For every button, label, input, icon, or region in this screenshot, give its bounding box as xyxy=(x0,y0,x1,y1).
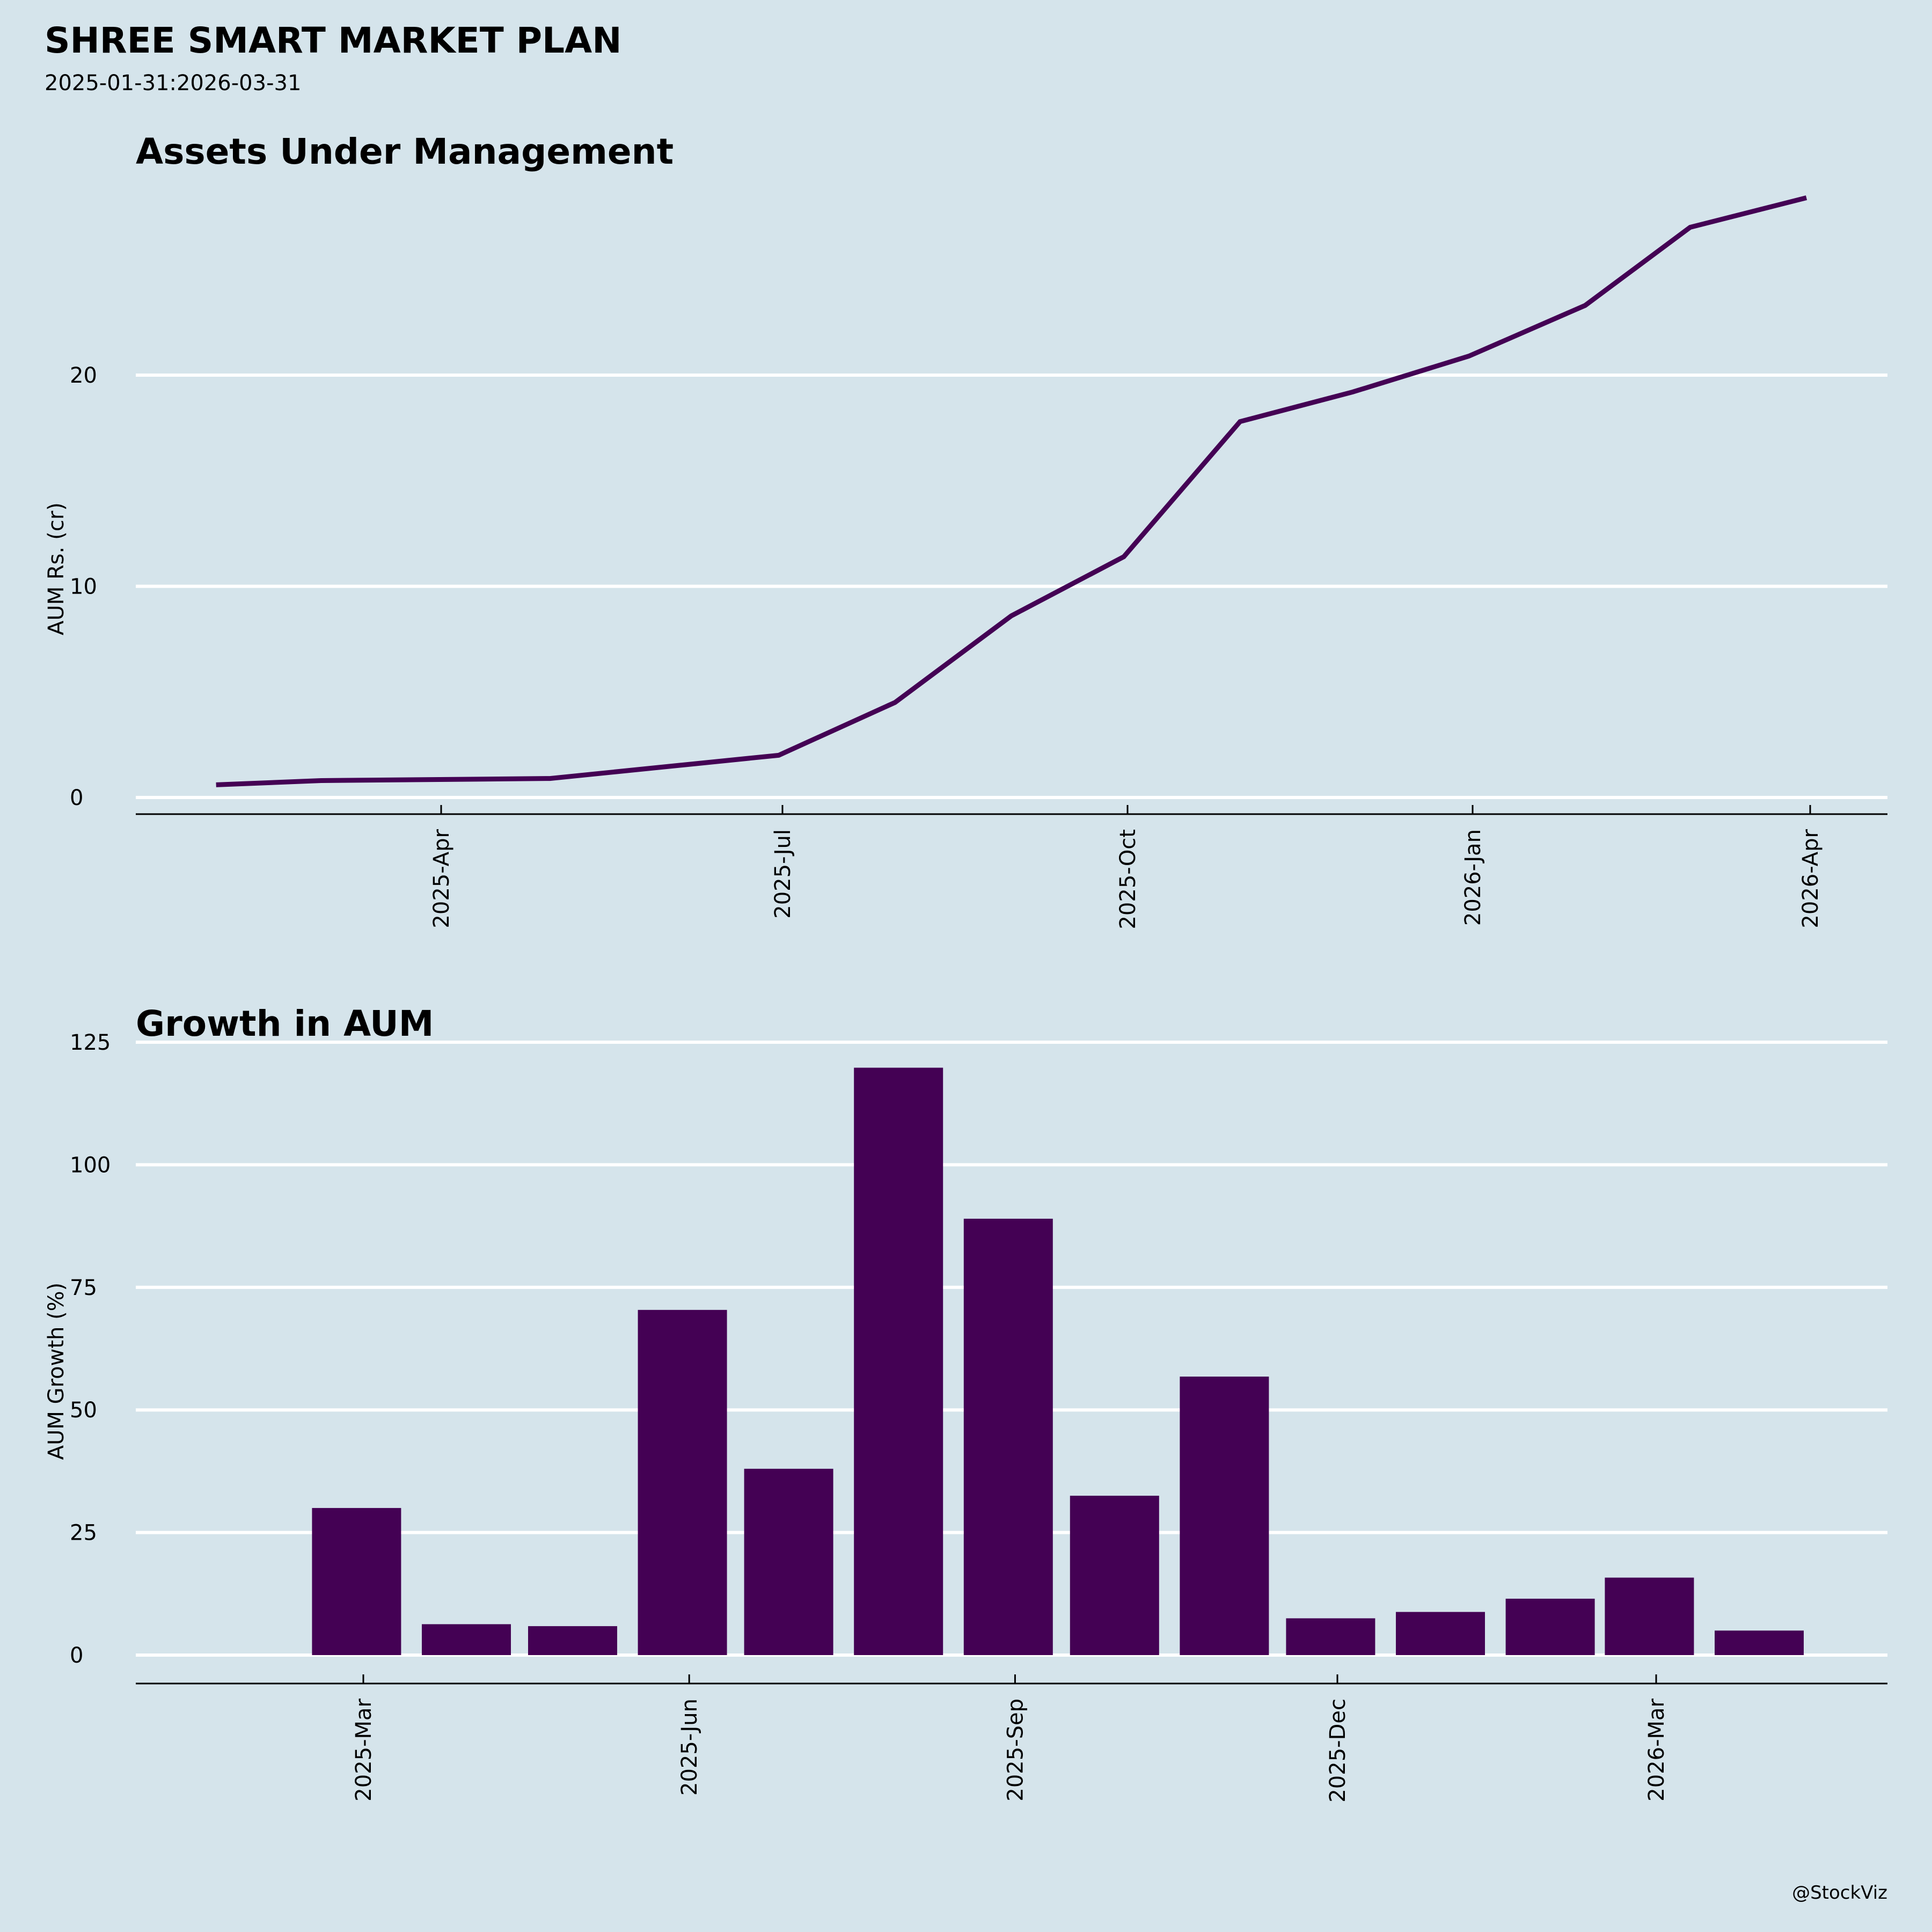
growth-y-tick-label: 125 xyxy=(70,1030,111,1055)
growth-x-tick-label: 2025-Mar xyxy=(352,1698,376,1801)
aum-data-points xyxy=(216,197,1807,785)
aum-y-axis-label: AUM Rs. (cr) xyxy=(44,502,69,635)
growth-chart-title: Growth in AUM xyxy=(136,1003,434,1044)
growth-bar xyxy=(1715,1630,1804,1655)
aum-x-tick-label: 2025-Apr xyxy=(429,829,454,928)
growth-bar xyxy=(422,1624,511,1655)
aum-y-tick-label: 20 xyxy=(70,363,97,388)
figure-title: SHREE SMART MARKET PLAN xyxy=(45,20,621,61)
aum-y-tick-label: 10 xyxy=(70,575,97,599)
growth-bar xyxy=(638,1309,727,1655)
aum-x-tick-label: 2026-Apr xyxy=(1798,829,1823,928)
growth-bar xyxy=(1180,1377,1269,1655)
growth-bar-chart: Growth in AUM 0 25 50 75 100 125 AUM Growth (… xyxy=(44,1003,1887,1803)
aum-chart-title: Assets Under Management xyxy=(136,131,674,172)
aum-x-tick-label: 2025-Jul xyxy=(771,829,795,919)
growth-y-axis-label: AUM Growth (%) xyxy=(44,1283,69,1460)
aum-x-tick-label: 2026-Jan xyxy=(1461,829,1485,926)
growth-bar xyxy=(854,1067,943,1655)
growth-bar xyxy=(1396,1612,1485,1655)
growth-y-tick-label: 100 xyxy=(70,1153,111,1177)
growth-y-tick-label: 50 xyxy=(70,1398,97,1423)
growth-bar xyxy=(528,1626,617,1655)
aum-gridlines xyxy=(136,374,1887,799)
growth-bar xyxy=(963,1218,1053,1655)
growth-y-tick-label: 75 xyxy=(70,1276,97,1300)
growth-bar xyxy=(312,1507,401,1655)
growth-bar xyxy=(1070,1496,1159,1655)
credit-watermark: @StockViz xyxy=(1792,1882,1887,1904)
growth-y-tick-labels: 0 25 50 75 100 125 xyxy=(70,1030,111,1668)
growth-x-tick-label: 2025-Sep xyxy=(1003,1699,1028,1802)
growth-x-ticks: 2025-Mar 2025-Jun 2025-Sep 2025-Dec 2026-Mar xyxy=(352,1674,1669,1803)
growth-x-tick-label: 2025-Dec xyxy=(1326,1699,1350,1803)
growth-bar xyxy=(744,1468,833,1655)
aum-y-tick-label: 0 xyxy=(70,786,83,810)
growth-y-tick-label: 25 xyxy=(70,1521,97,1546)
growth-x-tick-label: 2026-Mar xyxy=(1644,1698,1669,1801)
aum-x-ticks: 2025-Apr 2025-Jul 2025-Oct 2026-Jan 2026-Apr xyxy=(429,805,1823,930)
growth-bar xyxy=(1286,1618,1375,1655)
growth-y-tick-label: 0 xyxy=(70,1643,83,1668)
aum-line-chart: Assets Under Management 0 10 20 AUM Rs. (c… xyxy=(44,131,1887,930)
growth-bar xyxy=(1505,1598,1595,1655)
aum-y-tick-labels: 0 10 20 xyxy=(70,363,97,810)
growth-bar xyxy=(1605,1577,1694,1655)
growth-x-tick-label: 2025-Jun xyxy=(677,1699,702,1796)
aum-x-tick-label: 2025-Oct xyxy=(1116,829,1140,930)
growth-bars xyxy=(312,1067,1804,1655)
figure-subtitle: 2025-01-31:2026-03-31 xyxy=(45,71,301,96)
